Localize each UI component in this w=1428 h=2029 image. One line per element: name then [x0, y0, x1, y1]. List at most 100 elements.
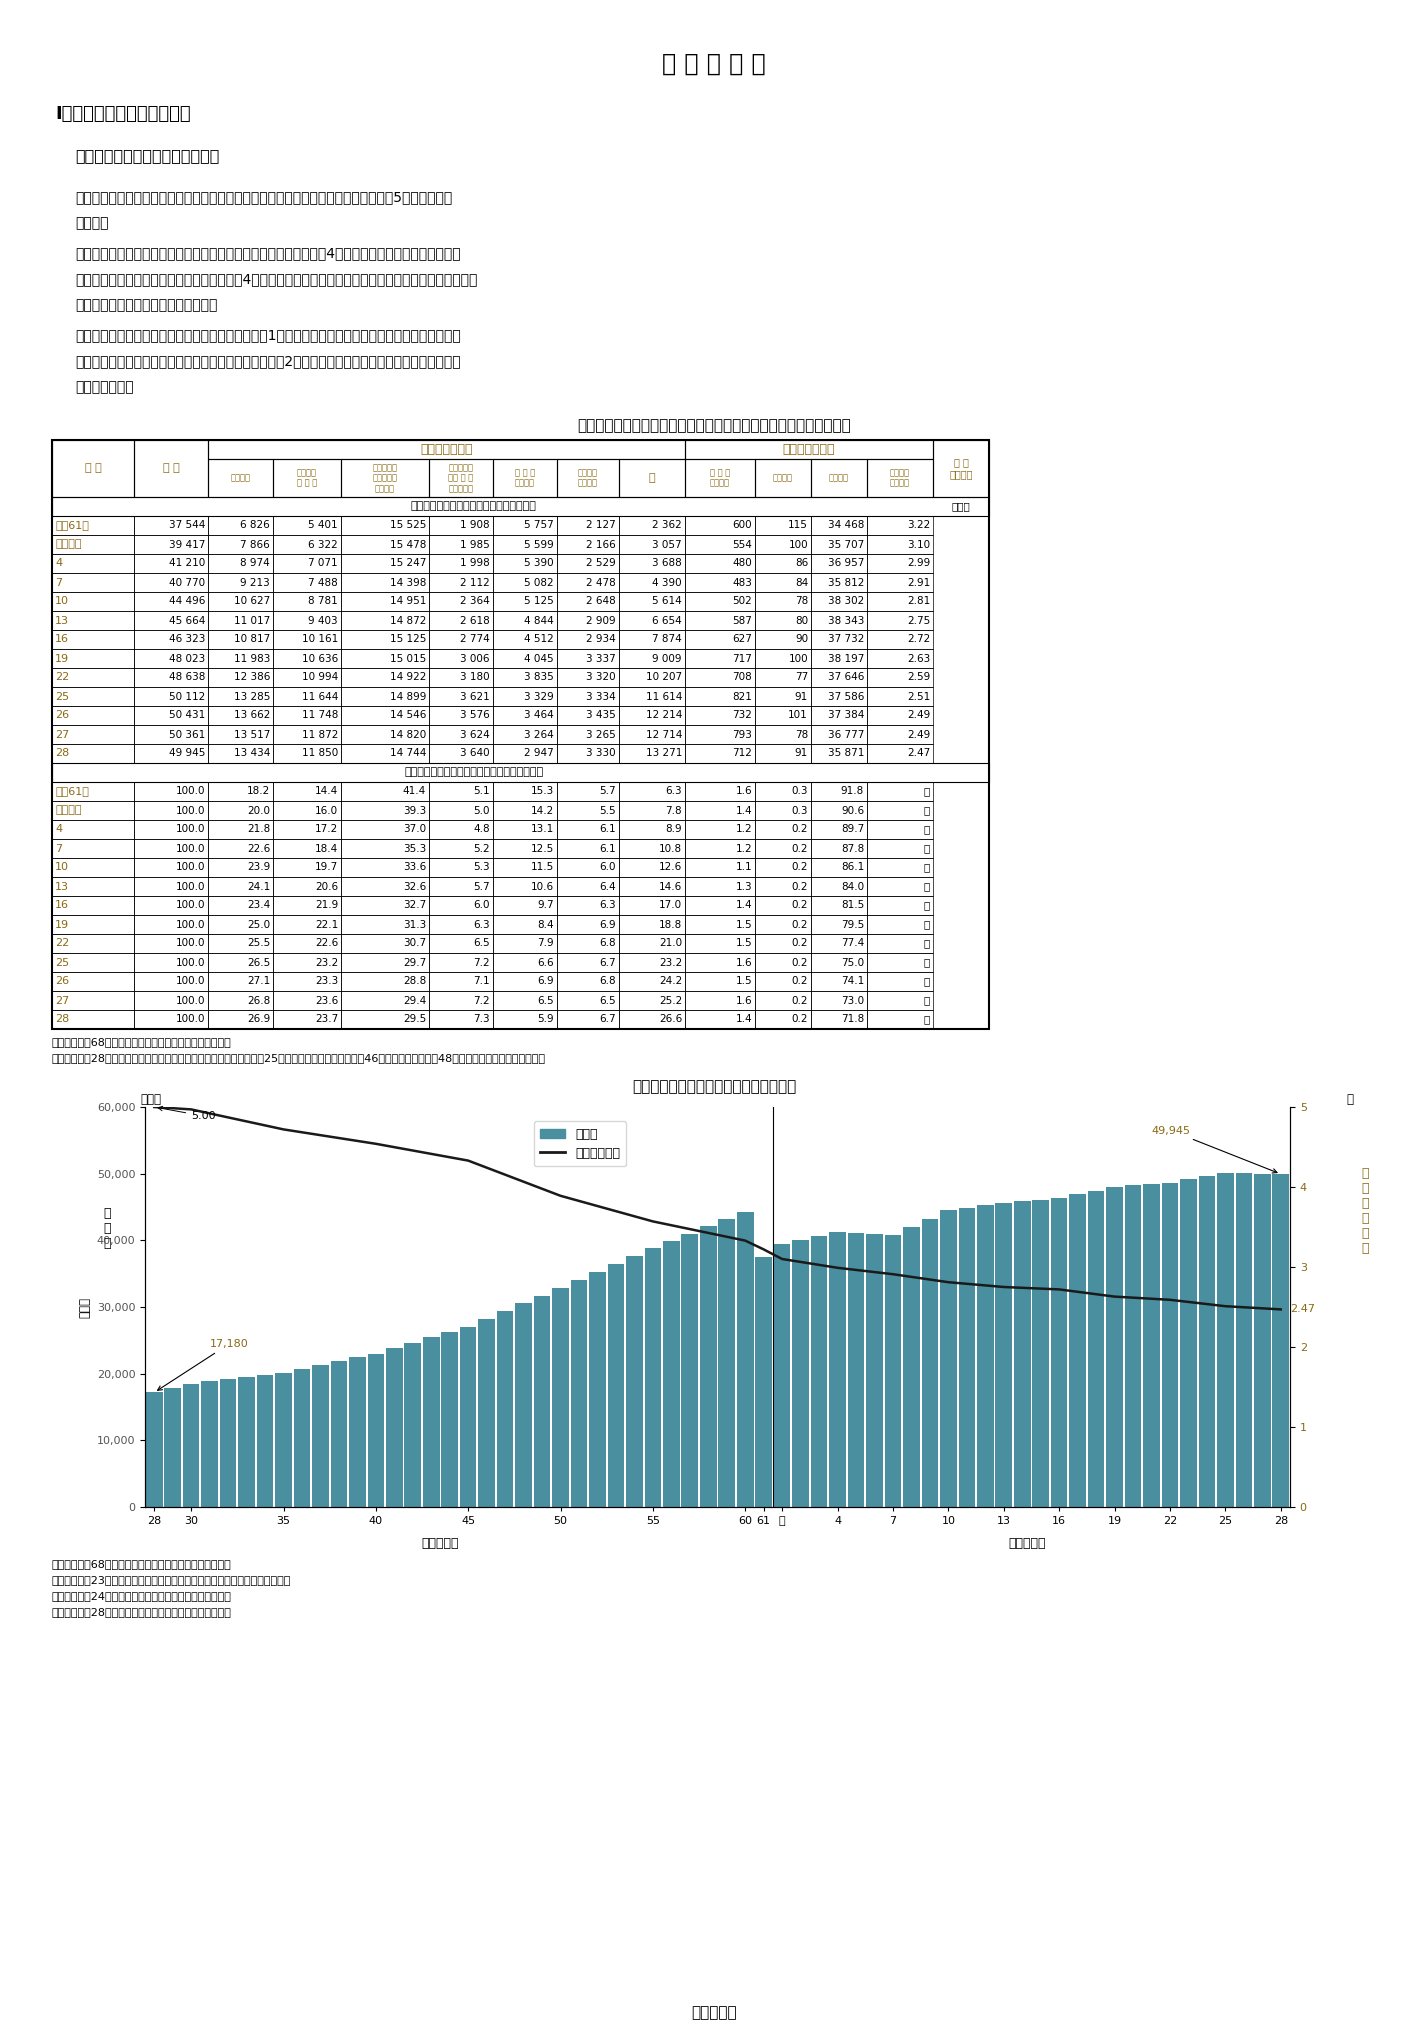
Bar [134, 745, 208, 763]
Bar [441, 1333, 458, 1508]
Bar [618, 572, 685, 592]
Bar [534, 1297, 550, 1508]
Bar [428, 801, 493, 820]
Bar [557, 611, 618, 629]
Text: 24.2: 24.2 [658, 976, 683, 986]
Text: 3 576: 3 576 [460, 710, 490, 720]
Bar [685, 781, 755, 801]
Bar [685, 515, 755, 536]
Text: 5 401: 5 401 [308, 521, 338, 530]
Bar [848, 1234, 864, 1508]
Text: 平 均
世帯人員: 平 均 世帯人員 [950, 457, 972, 479]
Text: ・: ・ [924, 881, 930, 891]
Bar [867, 972, 932, 990]
Text: 11 614: 11 614 [645, 692, 683, 702]
Bar [755, 801, 811, 820]
Bar [51, 706, 134, 724]
Text: 22: 22 [56, 939, 69, 948]
Bar [557, 459, 618, 497]
Bar [208, 954, 273, 972]
Text: 7 866: 7 866 [240, 540, 270, 550]
Bar [755, 954, 811, 972]
Text: 4 844: 4 844 [524, 615, 554, 625]
Text: 11 748: 11 748 [301, 710, 338, 720]
Text: 14 744: 14 744 [390, 749, 426, 759]
Bar [867, 877, 932, 897]
Text: ・: ・ [924, 806, 930, 816]
Bar [663, 1242, 680, 1508]
Bar [134, 858, 208, 877]
Bar [618, 515, 685, 536]
Text: 6.7: 6.7 [600, 958, 615, 968]
Bar [341, 629, 428, 649]
Text: ・: ・ [924, 844, 930, 854]
Text: 高 齢 者
世　　帯: 高 齢 者 世 帯 [710, 469, 730, 487]
Bar [428, 724, 493, 745]
Bar [493, 820, 557, 840]
Bar [208, 440, 685, 459]
Text: 2 618: 2 618 [460, 615, 490, 625]
Text: 世帯（同２３．７％）となっている。: 世帯（同２３．７％）となっている。 [76, 298, 217, 312]
Bar [208, 933, 273, 954]
Bar [208, 706, 273, 724]
Bar [557, 972, 618, 990]
Bar [1180, 1179, 1197, 1508]
Bar [273, 745, 341, 763]
Text: 14 546: 14 546 [390, 710, 426, 720]
Bar [313, 1366, 328, 1508]
Bar [208, 840, 273, 858]
Text: 3 621: 3 621 [460, 692, 490, 702]
Text: 38 343: 38 343 [828, 615, 864, 625]
Bar [428, 649, 493, 668]
Bar [134, 840, 208, 858]
Text: 6.1: 6.1 [600, 844, 615, 854]
Text: 89.7: 89.7 [841, 824, 864, 834]
Text: 11 983: 11 983 [234, 653, 270, 663]
Text: 10 627: 10 627 [234, 597, 270, 607]
Bar [755, 706, 811, 724]
Text: 3 057: 3 057 [653, 540, 683, 550]
Bar [273, 858, 341, 877]
Bar [341, 933, 428, 954]
Bar [341, 649, 428, 668]
Text: 16.0: 16.0 [316, 806, 338, 816]
Text: 4 045: 4 045 [524, 653, 554, 663]
Bar [428, 781, 493, 801]
Bar [367, 1353, 384, 1508]
Text: 80: 80 [795, 615, 808, 625]
Bar [208, 688, 273, 706]
Text: 3 337: 3 337 [587, 653, 615, 663]
Text: 18.2: 18.2 [247, 787, 270, 797]
Bar [618, 554, 685, 572]
Text: 年 次: 年 次 [84, 463, 101, 473]
Bar [273, 592, 341, 611]
Bar [428, 611, 493, 629]
Bar [134, 572, 208, 592]
Bar [618, 1010, 685, 1029]
Bar [51, 592, 134, 611]
Text: 34 468: 34 468 [828, 521, 864, 530]
Bar [867, 820, 932, 840]
Bar [811, 840, 867, 858]
Bar [341, 801, 428, 820]
Bar [208, 745, 273, 763]
Text: 79.5: 79.5 [841, 919, 864, 929]
Text: 12.5: 12.5 [531, 844, 554, 854]
Text: 46 323: 46 323 [169, 635, 206, 645]
Text: 推　　　計　　　数　　（単位：千世帯）: 推 計 数 （単位：千世帯） [411, 501, 537, 511]
Text: と増加傾向となっている。また、「母子世帯」は７１万2千世帯（全世帯の１．４％）となっている。: と増加傾向となっている。また、「母子世帯」は７１万2千世帯（全世帯の１．４％）と… [76, 353, 461, 367]
Text: 世　帯　構　造: 世 帯 構 造 [420, 442, 473, 457]
Bar [811, 877, 867, 897]
Bar [493, 688, 557, 706]
Text: ・: ・ [924, 996, 930, 1006]
Bar [755, 724, 811, 745]
Bar [493, 954, 557, 972]
Bar [557, 990, 618, 1010]
Text: 75.0: 75.0 [841, 958, 864, 968]
Bar [273, 611, 341, 629]
Bar [867, 629, 932, 649]
Text: 0.2: 0.2 [791, 919, 808, 929]
Bar [811, 554, 867, 572]
Text: 4 390: 4 390 [653, 578, 683, 588]
Bar [134, 611, 208, 629]
